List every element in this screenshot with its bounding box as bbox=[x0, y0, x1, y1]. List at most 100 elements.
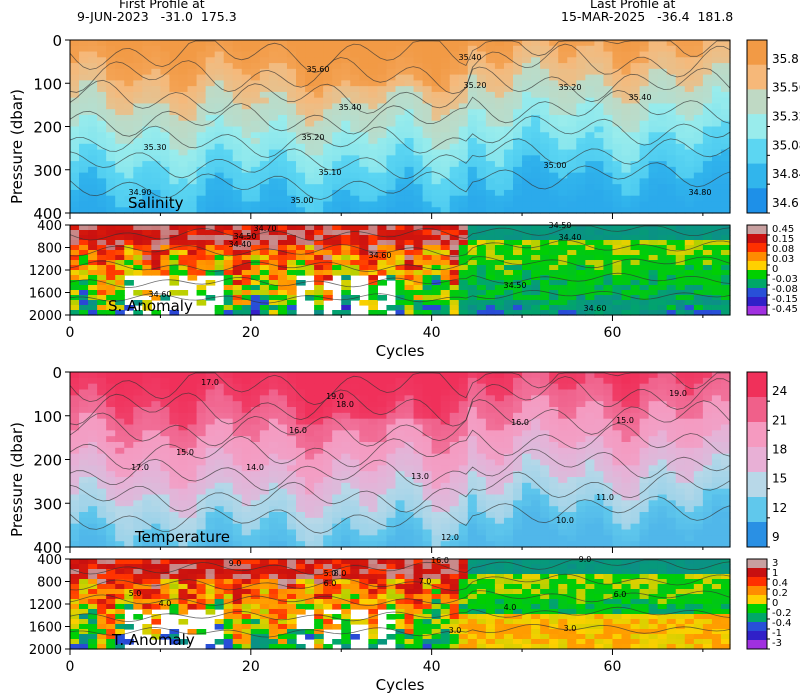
heatmap-cell bbox=[368, 517, 378, 525]
heatmap-cell bbox=[648, 300, 659, 306]
heatmap-cell bbox=[594, 178, 605, 185]
heatmap-cell bbox=[630, 285, 641, 291]
heatmap-cell bbox=[323, 541, 333, 548]
heatmap-cell bbox=[142, 523, 152, 531]
heatmap-cell bbox=[106, 430, 116, 437]
heatmap-cell bbox=[305, 189, 315, 197]
heatmap-cell bbox=[169, 260, 180, 266]
heatmap-cell bbox=[223, 270, 234, 276]
heatmap-cell bbox=[323, 149, 333, 156]
heatmap-cell bbox=[88, 40, 98, 47]
heatmap-cell bbox=[151, 506, 162, 513]
heatmap-cell bbox=[178, 40, 189, 47]
heatmap-cell bbox=[115, 225, 125, 231]
heatmap-cell bbox=[693, 201, 704, 208]
heatmap-cell bbox=[675, 109, 686, 116]
heatmap-cell bbox=[657, 91, 668, 99]
y-tick-label: 1600 bbox=[29, 287, 62, 302]
heatmap-cell bbox=[79, 541, 89, 548]
heatmap-cell bbox=[142, 430, 152, 437]
heatmap-cell bbox=[458, 541, 469, 548]
heatmap-cell bbox=[268, 290, 279, 296]
heatmap-cell bbox=[332, 230, 342, 236]
heatmap-cell bbox=[70, 184, 80, 191]
heatmap-cell bbox=[630, 207, 641, 214]
heatmap-cell bbox=[79, 465, 89, 472]
heatmap-cell bbox=[368, 305, 378, 311]
contour-line bbox=[69, 40, 730, 73]
heatmap-cell bbox=[476, 161, 487, 168]
heatmap-cell bbox=[169, 377, 180, 385]
heatmap-cell bbox=[485, 471, 496, 478]
heatmap-cell bbox=[612, 155, 623, 162]
heatmap-cell bbox=[368, 407, 378, 414]
heatmap-cell bbox=[368, 412, 378, 420]
heatmap-cell bbox=[214, 512, 225, 519]
heatmap-cell bbox=[142, 207, 152, 214]
heatmap-cell bbox=[178, 383, 189, 391]
heatmap-cell bbox=[232, 383, 243, 391]
x-tick-label: 0 bbox=[66, 325, 75, 341]
heatmap-cell bbox=[431, 57, 442, 64]
heatmap-cell bbox=[133, 310, 143, 316]
heatmap-cell bbox=[232, 541, 243, 548]
heatmap-cell bbox=[594, 184, 605, 191]
heatmap-cell bbox=[359, 250, 369, 256]
heatmap-cell bbox=[404, 68, 415, 76]
heatmap-cell bbox=[395, 517, 406, 525]
heatmap-cell bbox=[413, 57, 424, 64]
heatmap-cell bbox=[603, 80, 614, 87]
heatmap-cell bbox=[259, 512, 270, 519]
heatmap-cell bbox=[187, 189, 198, 197]
heatmap-cell bbox=[323, 529, 333, 536]
heatmap-cell bbox=[323, 401, 333, 408]
heatmap-cell bbox=[368, 430, 378, 437]
heatmap-cell bbox=[196, 109, 207, 116]
heatmap-cell bbox=[88, 465, 98, 472]
heatmap-cell bbox=[413, 255, 424, 261]
heatmap-cell bbox=[214, 178, 225, 185]
heatmap-cell bbox=[413, 91, 424, 99]
heatmap-cell bbox=[296, 143, 306, 151]
heatmap-cell bbox=[196, 453, 207, 461]
heatmap-cell bbox=[603, 109, 614, 116]
heatmap-cell bbox=[720, 91, 731, 99]
heatmap-cell bbox=[513, 270, 523, 276]
heatmap-cell bbox=[286, 86, 297, 93]
heatmap-cell bbox=[232, 265, 243, 271]
heatmap-cell bbox=[522, 103, 532, 110]
heatmap-cell bbox=[160, 207, 171, 214]
heatmap-cell bbox=[277, 488, 288, 496]
heatmap-cell bbox=[558, 178, 568, 185]
heatmap-cell bbox=[549, 143, 559, 151]
heatmap-cell bbox=[124, 418, 134, 426]
heatmap-cell bbox=[341, 109, 351, 116]
heatmap-cell bbox=[639, 109, 650, 116]
heatmap-cell bbox=[305, 407, 315, 414]
heatmap-cell bbox=[458, 40, 469, 47]
heatmap-cell bbox=[277, 265, 288, 271]
heatmap-cell bbox=[422, 126, 433, 133]
heatmap-cell bbox=[88, 512, 98, 519]
heatmap-cell bbox=[277, 290, 288, 296]
heatmap-cell bbox=[115, 295, 125, 301]
heatmap-cell bbox=[513, 255, 523, 261]
heatmap-cell bbox=[531, 97, 541, 105]
heatmap-cell bbox=[630, 310, 641, 316]
heatmap-cell bbox=[124, 240, 134, 246]
heatmap-cell bbox=[666, 189, 677, 197]
heatmap-cell bbox=[79, 488, 89, 496]
heatmap-cell bbox=[531, 166, 541, 174]
heatmap-cell bbox=[639, 80, 650, 87]
heatmap-cell bbox=[458, 523, 469, 531]
heatmap-cell bbox=[314, 51, 324, 58]
heatmap-cell bbox=[232, 295, 243, 301]
heatmap-cell bbox=[476, 255, 487, 261]
heatmap-cell bbox=[395, 45, 406, 53]
heatmap-cell bbox=[277, 184, 288, 191]
heatmap-cell bbox=[341, 295, 351, 301]
heatmap-cell bbox=[323, 80, 333, 87]
heatmap-cell bbox=[196, 535, 207, 542]
heatmap-cell bbox=[70, 377, 80, 385]
heatmap-cell bbox=[522, 68, 532, 76]
